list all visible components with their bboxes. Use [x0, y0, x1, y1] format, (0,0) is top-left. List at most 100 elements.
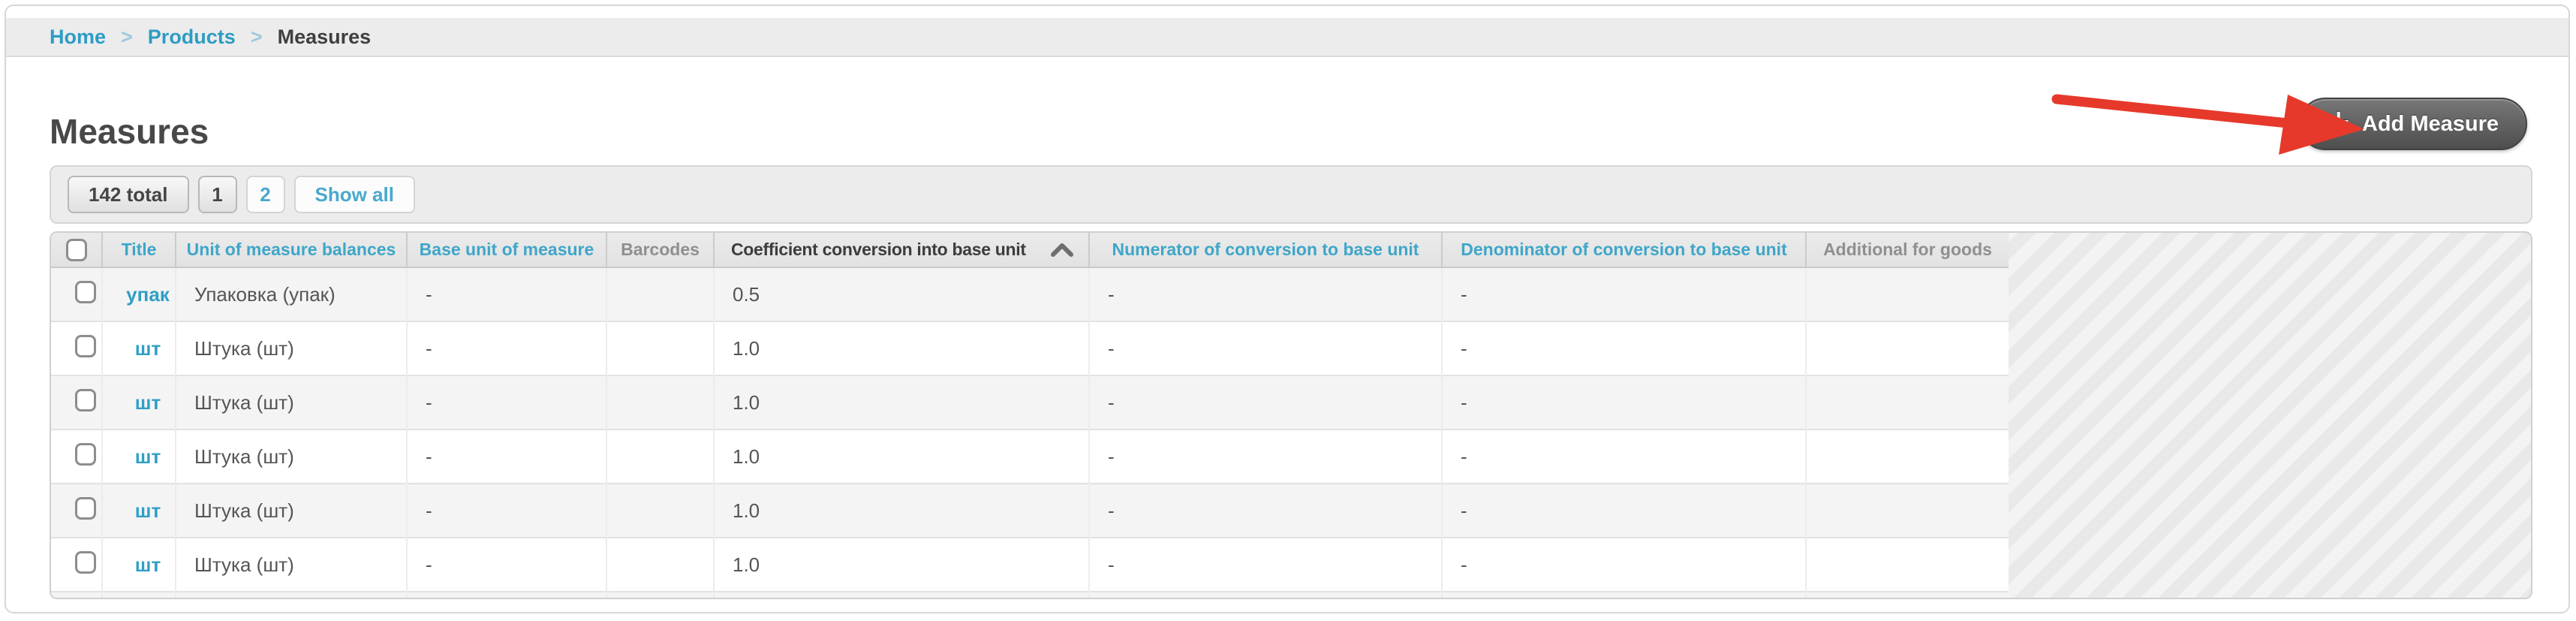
plus-icon: + [2327, 100, 2350, 143]
measure-title-cell [102, 591, 176, 598]
table-row: шт Штука (шт) -1.0- - [51, 375, 2009, 430]
row-checkbox-cell [51, 375, 103, 430]
den-cell: - [1442, 375, 1807, 430]
measure-title-cell: шт [102, 537, 176, 592]
table-row [51, 591, 2009, 598]
base-cell: - [407, 537, 607, 592]
num-cell: - [1089, 429, 1443, 484]
den-cell: - [1442, 537, 1807, 592]
measure-title-cell: шт [102, 375, 176, 430]
row-checkbox-cell [51, 321, 103, 375]
measure-title-link[interactable]: шт [134, 336, 161, 360]
coef-cell: 1.0 [714, 375, 1090, 430]
measures-table: Title Unit of measure balances Base unit o… [51, 233, 2009, 598]
den-cell: - [1442, 429, 1807, 484]
row-checkbox-cell [51, 429, 103, 484]
table-panel: Title Unit of measure balances Base unit o… [50, 231, 2532, 599]
show-all-button[interactable]: Show all [293, 176, 415, 213]
den-cell: - [1442, 483, 1807, 538]
measure-title-link[interactable]: шт [134, 499, 161, 522]
base-cell: - [407, 267, 607, 321]
chevron-right-icon: > [121, 25, 133, 48]
row-checkbox-cell [51, 537, 103, 592]
page-1-button[interactable]: 1 [197, 176, 237, 213]
table-row: шт Штука (шт) -1.0- - [51, 429, 2009, 484]
table-row: шт Штука (шт) -1.0- - [51, 483, 2009, 538]
coef-cell: 1.0 [714, 483, 1090, 538]
column-header-title[interactable]: Title [102, 233, 176, 268]
row-checkbox-cell [51, 591, 103, 598]
row-checkbox-cell [51, 267, 103, 321]
sort-asc-icon [1051, 243, 1073, 257]
unit-cell [176, 591, 408, 598]
coef-cell: 1.0 [714, 537, 1090, 592]
add-cell [1806, 429, 2009, 484]
unit-cell: Штука (шт) [176, 537, 408, 592]
measure-title-link[interactable]: шт [134, 553, 161, 576]
num-cell: - [1089, 267, 1443, 321]
table-row: шт Штука (шт) -1.0- - [51, 321, 2009, 375]
num-cell: - [1089, 537, 1443, 592]
barcodes-cell [606, 537, 715, 592]
add-cell [1806, 375, 2009, 430]
base-cell: - [407, 483, 607, 538]
column-header-base[interactable]: Base unit of measure [407, 233, 607, 268]
column-header-num[interactable]: Numerator of conversion to base unit [1089, 233, 1443, 268]
barcodes-cell [606, 375, 715, 430]
row-checkbox[interactable] [74, 334, 96, 357]
measure-title-link[interactable]: шт [134, 445, 161, 468]
add-cell [1806, 537, 2009, 592]
den-cell [1442, 591, 1807, 598]
row-checkbox[interactable] [74, 388, 96, 411]
add-measure-label: Add Measure [2361, 111, 2499, 136]
column-header-den[interactable]: Denominator of conversion to base unit [1442, 233, 1807, 268]
add-cell [1806, 267, 2009, 321]
breadcrumb: Home > Products > Measures [6, 18, 2568, 57]
row-checkbox[interactable] [74, 280, 96, 303]
breadcrumb-home-link[interactable]: Home [50, 25, 107, 48]
measure-title-link[interactable]: шт [134, 390, 161, 414]
coef-cell: 1.0 [714, 321, 1090, 375]
row-checkbox[interactable] [74, 550, 96, 574]
page-title: Measures [50, 112, 209, 151]
column-header-barcodes: Barcodes [606, 233, 715, 268]
coef-cell: 1.0 [714, 429, 1090, 484]
table-row: шт Штука (шт) -1.0- - [51, 537, 2009, 592]
select-all-checkbox[interactable] [65, 238, 87, 261]
add-cell [1806, 321, 2009, 375]
num-cell: - [1089, 483, 1443, 538]
column-header-select-all[interactable] [51, 233, 103, 268]
page-2-button[interactable]: 2 [245, 176, 285, 213]
column-header-unit[interactable]: Unit of measure balances [176, 233, 408, 268]
base-cell: - [407, 429, 607, 484]
coef-cell [714, 591, 1090, 598]
unit-cell: Штука (шт) [176, 375, 408, 430]
table-body: упак Упаковка (упак) -0.5- - шт Штука (шт) -1.… [51, 267, 2009, 598]
den-cell: - [1442, 321, 1807, 375]
total-count-button[interactable]: 142 total [68, 176, 189, 213]
column-header-coef[interactable]: Coefficient conversion into base unit [714, 233, 1090, 268]
measure-title-link[interactable]: упак [126, 282, 170, 306]
add-measure-button[interactable]: + Add Measure [2298, 98, 2527, 150]
breadcrumb-products-link[interactable]: Products [147, 25, 236, 48]
add-cell [1806, 591, 2009, 598]
column-header-add: Additional for goods [1806, 233, 2009, 268]
table-row: упак Упаковка (упак) -0.5- - [51, 267, 2009, 321]
den-cell: - [1442, 267, 1807, 321]
table-header-row: Title Unit of measure balances Base unit o… [51, 233, 2009, 268]
barcodes-cell [606, 267, 715, 321]
unit-cell: Штука (шт) [176, 483, 408, 538]
unit-cell: Упаковка (упак) [176, 267, 408, 321]
unit-cell: Штука (шт) [176, 429, 408, 484]
base-cell: - [407, 375, 607, 430]
breadcrumb-current: Measures [277, 25, 372, 48]
pagination-bar: 142 total 1 2 Show all [50, 165, 2532, 224]
barcodes-cell [606, 591, 715, 598]
measure-title-cell: шт [102, 429, 176, 484]
unit-cell: Штука (шт) [176, 321, 408, 375]
row-checkbox[interactable] [74, 442, 96, 466]
num-cell: - [1089, 375, 1443, 430]
measure-title-cell: шт [102, 321, 176, 375]
row-checkbox-cell [51, 483, 103, 538]
row-checkbox[interactable] [74, 496, 96, 520]
